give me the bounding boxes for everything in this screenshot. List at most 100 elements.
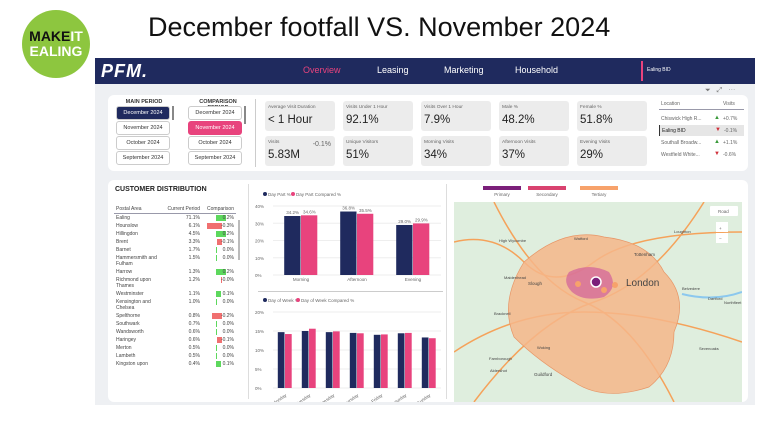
bar[interactable] (340, 211, 357, 275)
main-period-october[interactable]: October 2024 (116, 136, 170, 150)
current-period: 0.6% (188, 329, 200, 335)
comparison-period-december[interactable]: December 2024 (188, 106, 242, 120)
postal-area: Southwark (116, 321, 140, 327)
legend-label: Day of Week Compared % (301, 298, 354, 303)
logo-text: IT (70, 28, 83, 44)
table-row[interactable]: Southwark 0.7% 0.0% (114, 320, 236, 328)
bar[interactable] (357, 213, 374, 275)
comparison-bar (221, 277, 222, 283)
bar[interactable] (349, 332, 357, 388)
table-row[interactable]: Wandsworth 0.6% 0.0% (114, 328, 236, 336)
more-options-icon[interactable]: ⋯ (728, 87, 742, 94)
bar[interactable] (373, 334, 381, 388)
y-tick-label: 15% (255, 329, 264, 334)
main-period-september[interactable]: September 2024 (116, 151, 170, 165)
map-place-label: High Wycombe (499, 238, 527, 243)
postal-area: Hillingdon (116, 231, 138, 237)
table-row[interactable]: Kingston upon 0.4% 0.1% (114, 360, 236, 368)
bar[interactable] (309, 328, 316, 388)
table-row[interactable]: Haringey 0.6% -0.1% (114, 336, 236, 344)
table-row[interactable]: Lambeth 0.5% 0.0% (114, 352, 236, 360)
comparison-value: 0.2% (222, 231, 234, 237)
location-name: Chiswick High R... (661, 116, 702, 122)
triangle-up-icon: ▲ (714, 139, 720, 145)
kpi-value: 92.1% (346, 114, 379, 126)
table-row[interactable]: Hillingdon 4.5% 0.2% (114, 230, 236, 238)
col-postal-area[interactable]: Postal Area (116, 206, 142, 212)
main-period-december[interactable]: December 2024 (116, 106, 170, 120)
bar[interactable] (284, 216, 301, 275)
legend-swatch-tertiary (580, 186, 618, 190)
nav-leasing[interactable]: Leasing (377, 65, 409, 75)
postal-area: Lambeth (116, 353, 136, 359)
nav-household[interactable]: Household (515, 65, 559, 75)
location-row[interactable]: Ealing BID ▼ -0.1% (659, 125, 744, 136)
comparison-period-scrollbar[interactable] (244, 106, 246, 124)
visual-toolbar: ⏷⤢⋯ (705, 87, 741, 95)
table-row[interactable]: Brent 3.3% -0.1% (114, 238, 236, 246)
postal-area: Wandsworth (116, 329, 144, 335)
bar[interactable] (277, 332, 285, 388)
bar[interactable] (381, 334, 388, 388)
kpi-value: 34% (424, 149, 448, 161)
location-row[interactable]: Westfield White... ▼ -0.6% (659, 149, 744, 160)
location-change: -0.6% (723, 152, 737, 158)
legend-label: Day Part % (268, 192, 291, 197)
customer-distribution-title: CUSTOMER DISTRIBUTION (115, 186, 207, 193)
table-row[interactable]: Barnet 1.7% 0.0% (114, 246, 236, 254)
focus-mode-icon[interactable]: ⤢ (716, 87, 729, 94)
table-row[interactable]: Harrow 1.3% 0.2% (114, 268, 236, 276)
map-style-button[interactable]: Road (718, 209, 729, 214)
map-place-label: London (626, 278, 659, 289)
main-period-scrollbar[interactable] (172, 106, 174, 120)
table-row[interactable]: Kensington and Chelsea 1.0% 0.0% (114, 298, 236, 312)
location-label: Ealing BID (647, 67, 671, 73)
main-period-november[interactable]: November 2024 (116, 121, 170, 135)
bar[interactable] (397, 333, 405, 388)
table-row[interactable]: Hounslow 6.1% -0.3% (114, 222, 236, 230)
bar[interactable] (421, 337, 429, 388)
x-tick-label: Saturday (390, 392, 408, 402)
y-tick-label: 0% (255, 386, 262, 391)
location-row[interactable]: Southall Broadw... ▲ +1.1% (659, 137, 744, 148)
comparison-period-november[interactable]: November 2024 (188, 121, 242, 135)
map-place-label: Aldershot (490, 368, 508, 373)
nav-overview[interactable]: Overview (303, 65, 341, 75)
kpi-title: Afternoon Visits (502, 140, 536, 145)
bar[interactable] (285, 334, 292, 388)
bar[interactable] (413, 223, 430, 275)
bar[interactable] (301, 215, 318, 275)
table-row[interactable]: Spelthorne 0.8% -0.2% (114, 312, 236, 320)
col-current-period[interactable]: Current Period (167, 206, 200, 212)
table-row[interactable]: Ealing 71.1% 0.2% (114, 214, 236, 223)
postal-area: Kensington and Chelsea (116, 299, 151, 311)
zoom-in-icon[interactable]: + (719, 226, 722, 231)
table-row[interactable]: Richmond upon Thames 1.2% -0.0% (114, 276, 236, 290)
comparison-period-october[interactable]: October 2024 (188, 136, 242, 150)
table-row[interactable]: Hammersmith and Fulham 1.5% 0.0% (114, 254, 236, 268)
bar[interactable] (301, 331, 309, 388)
zoom-out-icon[interactable]: − (719, 236, 722, 241)
location-row[interactable]: Chiswick High R... ▲ +0.7% (659, 113, 744, 124)
filter-icon[interactable]: ⏷ (705, 87, 717, 94)
table-scrollbar[interactable] (238, 220, 240, 260)
comparison-value: 0.0% (222, 299, 234, 305)
bar[interactable] (357, 333, 364, 388)
bar[interactable] (333, 331, 340, 388)
bar[interactable] (325, 332, 333, 388)
kpi-tile: Afternoon Visits 37% (499, 136, 569, 166)
y-tick-label: 30% (255, 221, 264, 226)
comparison-bar (216, 255, 217, 261)
bar[interactable] (396, 224, 413, 275)
col-comparison[interactable]: Comparison (207, 206, 234, 212)
data-label: 29.0% (398, 219, 411, 224)
kpi-title: Visits Under 1 Hour (346, 105, 388, 110)
table-row[interactable]: Westminster 1.1% 0.1% (114, 290, 236, 298)
bar[interactable] (405, 332, 412, 388)
nav-marketing[interactable]: Marketing (444, 65, 484, 75)
bar[interactable] (429, 338, 436, 388)
current-period: 0.7% (188, 321, 200, 327)
comparison-period-september[interactable]: September 2024 (188, 151, 242, 165)
catchment-map[interactable]: London Watford High Wycombe SloughMaidenhea… (454, 202, 742, 402)
table-row[interactable]: Merton 0.5% 0.0% (114, 344, 236, 352)
